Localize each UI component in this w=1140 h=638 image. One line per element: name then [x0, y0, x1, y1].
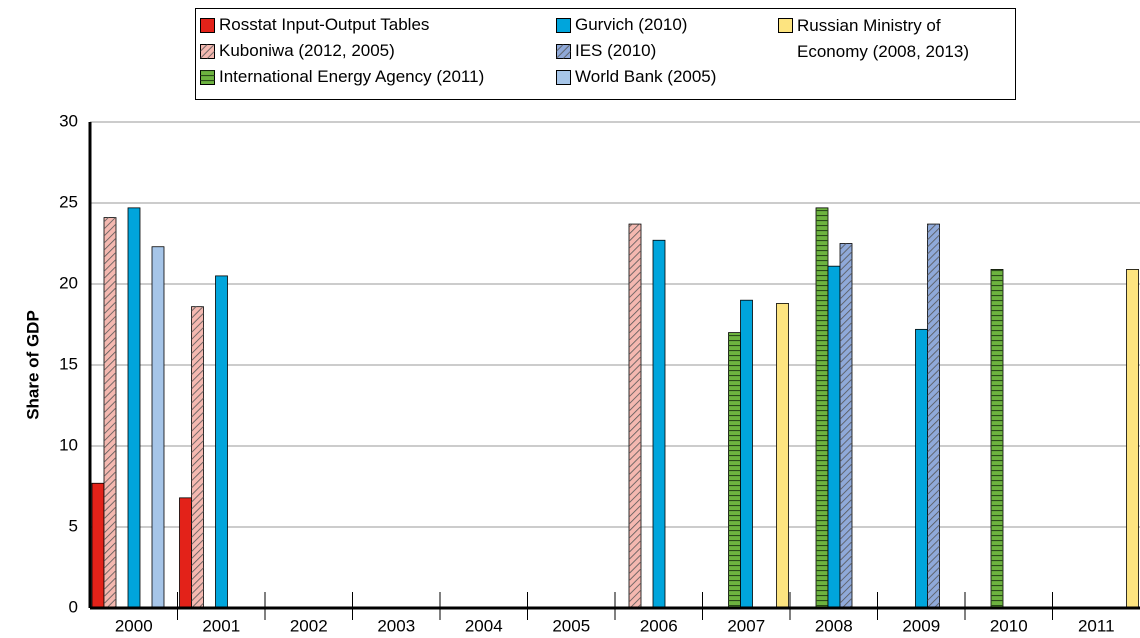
legend-entry: International Energy Agency (2011) — [200, 65, 556, 91]
bar — [215, 275, 228, 609]
legend-label: Kuboniwa (2012, 2005) — [219, 41, 395, 60]
legend-swatch-fill — [556, 70, 571, 85]
bar-hatch — [104, 217, 116, 608]
bar — [827, 265, 841, 609]
legend-label: International Energy Agency (2011) — [219, 67, 485, 86]
legend-swatch — [556, 44, 571, 59]
legend-swatch-fill — [556, 18, 571, 33]
legend-label: Russian Ministry of Economy (2008, 2013) — [797, 16, 969, 61]
bar-hatch — [816, 207, 828, 609]
bar-hatch — [629, 224, 641, 608]
legend-swatch-fill — [200, 18, 215, 33]
y-axis-label: Share of GDP — [23, 310, 42, 420]
x-tick-label: 2011 — [1078, 616, 1115, 635]
bar — [91, 482, 105, 609]
x-tick-label: 2004 — [465, 616, 503, 635]
legend-entry: World Bank (2005) — [556, 65, 778, 91]
legend-label: Rosstat Input-Output Tables — [219, 15, 430, 34]
x-tick-label: 2000 — [115, 616, 153, 635]
bar — [179, 497, 192, 609]
legend-entry: Kuboniwa (2012, 2005) — [200, 39, 556, 65]
bar-hatch — [991, 269, 1003, 608]
x-tick-label: 2001 — [202, 616, 240, 635]
legend-swatch — [778, 18, 793, 33]
y-tick-label: 15 — [59, 354, 78, 373]
y-tick-label: 20 — [59, 273, 78, 292]
bar — [151, 246, 165, 609]
legend-entry: Russian Ministry of Economy (2008, 2013) — [778, 13, 1015, 91]
x-tick-label: 2008 — [815, 616, 853, 635]
bar — [740, 299, 753, 609]
bar — [652, 239, 666, 609]
x-tick-label: 2005 — [552, 616, 590, 635]
bar — [127, 207, 141, 609]
legend-swatch-hatch — [200, 44, 215, 59]
y-tick-label: 0 — [69, 597, 78, 616]
x-tick-label: 2009 — [902, 616, 940, 635]
legend-swatch — [200, 18, 215, 33]
y-tick-label: 25 — [59, 192, 78, 211]
x-tick-label: 2010 — [990, 616, 1028, 635]
legend-swatch-hatch — [556, 44, 571, 59]
bar-hatch — [191, 306, 204, 608]
x-tick-label: 2003 — [377, 616, 415, 635]
legend: Rosstat Input-Output Tables Kuboniwa (201… — [195, 8, 1016, 100]
legend-label: IES (2010) — [575, 41, 657, 60]
y-tick-label: 5 — [69, 516, 78, 535]
legend-swatch-fill — [778, 18, 793, 33]
legend-swatch — [556, 70, 571, 85]
legend-swatch-hatch — [200, 70, 215, 85]
y-tick-label: 10 — [59, 435, 78, 454]
x-tick-label: 2006 — [640, 616, 678, 635]
legend-swatch — [556, 18, 571, 33]
legend-label: Gurvich (2010) — [575, 15, 688, 34]
bar — [915, 328, 928, 609]
y-tick-label: 30 — [59, 111, 78, 130]
x-tick-label: 2007 — [727, 616, 765, 635]
legend-entry: IES (2010) — [556, 39, 778, 65]
legend-swatch — [200, 70, 215, 85]
x-tick-label: 2002 — [290, 616, 328, 635]
legend-swatch — [200, 44, 215, 59]
legend-label: World Bank (2005) — [575, 67, 717, 86]
legend-entry: Gurvich (2010) — [556, 13, 778, 39]
bar — [776, 303, 789, 609]
legend-entry: Rosstat Input-Output Tables — [200, 13, 556, 39]
bar-hatch — [840, 243, 852, 608]
bar — [1126, 269, 1139, 609]
bar-hatch — [728, 332, 741, 608]
bar-hatch — [927, 224, 940, 608]
